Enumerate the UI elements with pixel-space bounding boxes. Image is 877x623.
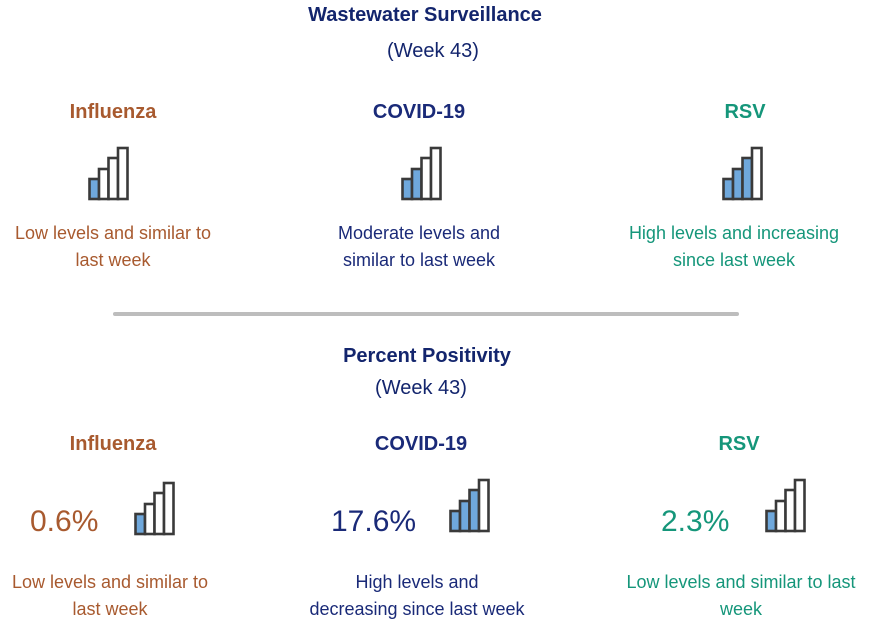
positivity-rsv-label: RSV xyxy=(718,433,760,455)
desc-line: High levels and xyxy=(355,572,479,592)
level-bar-1 xyxy=(134,512,147,536)
level-bar-3 xyxy=(420,156,433,201)
wastewater-rsv-level-icon xyxy=(722,146,763,201)
wastewater-rsv-label: RSV xyxy=(724,101,766,123)
desc-line: week xyxy=(719,599,763,619)
level-bar-1 xyxy=(449,509,462,533)
positivity-rsv-value: 2.3% xyxy=(661,505,730,538)
positivity-covid-level-icon xyxy=(449,478,490,533)
level-bar-3 xyxy=(784,488,797,533)
desc-line: last week xyxy=(75,250,151,270)
section-divider xyxy=(113,312,739,316)
positivity-covid-label: COVID-19 xyxy=(374,433,468,455)
level-bar-4 xyxy=(429,146,442,201)
positivity-week: (Week 43) xyxy=(375,377,467,399)
positivity-influenza-level-icon xyxy=(134,481,175,536)
level-bar-3 xyxy=(741,156,754,201)
level-bar-1 xyxy=(765,509,778,533)
level-bar-4 xyxy=(750,146,763,201)
wastewater-week: (Week 43) xyxy=(387,40,479,62)
desc-line: similar to last week xyxy=(342,250,496,270)
level-bar-3 xyxy=(153,491,166,536)
level-bar-3 xyxy=(107,156,120,201)
level-bar-3 xyxy=(468,488,481,533)
positivity-influenza-description: Low levels and similar to last week xyxy=(12,569,208,623)
desc-line: decreasing since last week xyxy=(309,599,525,619)
wastewater-influenza-description: Low levels and similar to last week xyxy=(15,220,211,274)
level-bar-4 xyxy=(162,481,175,536)
desc-line: last week xyxy=(72,599,148,619)
level-bar-4 xyxy=(116,146,129,201)
level-bar-4 xyxy=(793,478,806,533)
wastewater-influenza-level-icon xyxy=(88,146,129,201)
desc-line: Low levels and similar to xyxy=(14,223,212,243)
wastewater-rsv-description: High levels and increasing since last we… xyxy=(629,220,839,274)
level-bar-2 xyxy=(731,167,744,201)
wastewater-covid-label: COVID-19 xyxy=(372,101,466,123)
positivity-influenza-value: 0.6% xyxy=(30,505,99,538)
level-bar-2 xyxy=(97,167,110,201)
desc-line: Moderate levels and xyxy=(337,223,501,243)
level-bar-2 xyxy=(458,499,471,533)
desc-line: High levels and increasing xyxy=(628,223,840,243)
level-bar-2 xyxy=(774,499,787,533)
level-bar-1 xyxy=(88,177,101,201)
wastewater-covid-level-icon xyxy=(401,146,442,201)
desc-line: Low levels and similar to last xyxy=(626,572,856,592)
positivity-influenza-label: Influenza xyxy=(69,433,157,455)
level-bar-4 xyxy=(477,478,490,533)
level-bar-2 xyxy=(410,167,423,201)
wastewater-influenza-label: Influenza xyxy=(69,101,157,123)
positivity-rsv-description: Low levels and similar to last week xyxy=(626,569,855,623)
desc-line: since last week xyxy=(672,250,796,270)
positivity-rsv-level-icon xyxy=(765,478,806,533)
positivity-title: Percent Positivity xyxy=(343,345,511,367)
level-bar-2 xyxy=(143,502,156,536)
wastewater-title: Wastewater Surveillance xyxy=(308,4,542,26)
level-bar-1 xyxy=(722,177,735,201)
level-bar-1 xyxy=(401,177,414,201)
desc-line: Low levels and similar to xyxy=(11,572,209,592)
positivity-covid-description: High levels and decreasing since last we… xyxy=(309,569,524,623)
wastewater-covid-description: Moderate levels and similar to last week xyxy=(338,220,500,274)
positivity-covid-value: 17.6% xyxy=(331,505,417,538)
